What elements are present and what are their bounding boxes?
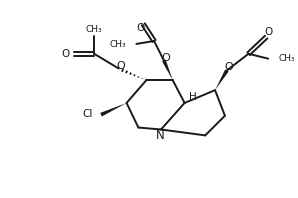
Text: CH₃: CH₃ bbox=[110, 40, 127, 50]
Text: O: O bbox=[136, 23, 145, 33]
Text: H: H bbox=[189, 92, 196, 102]
Polygon shape bbox=[215, 69, 229, 90]
Text: N: N bbox=[156, 129, 164, 142]
Text: O: O bbox=[162, 53, 170, 63]
Text: Cl: Cl bbox=[83, 109, 93, 119]
Polygon shape bbox=[162, 60, 173, 80]
Text: O: O bbox=[264, 27, 272, 37]
Polygon shape bbox=[100, 103, 127, 116]
Text: O: O bbox=[116, 61, 125, 70]
Text: O: O bbox=[61, 49, 69, 59]
Text: CH₃: CH₃ bbox=[278, 54, 295, 63]
Text: CH₃: CH₃ bbox=[86, 25, 103, 34]
Text: O: O bbox=[224, 62, 233, 71]
